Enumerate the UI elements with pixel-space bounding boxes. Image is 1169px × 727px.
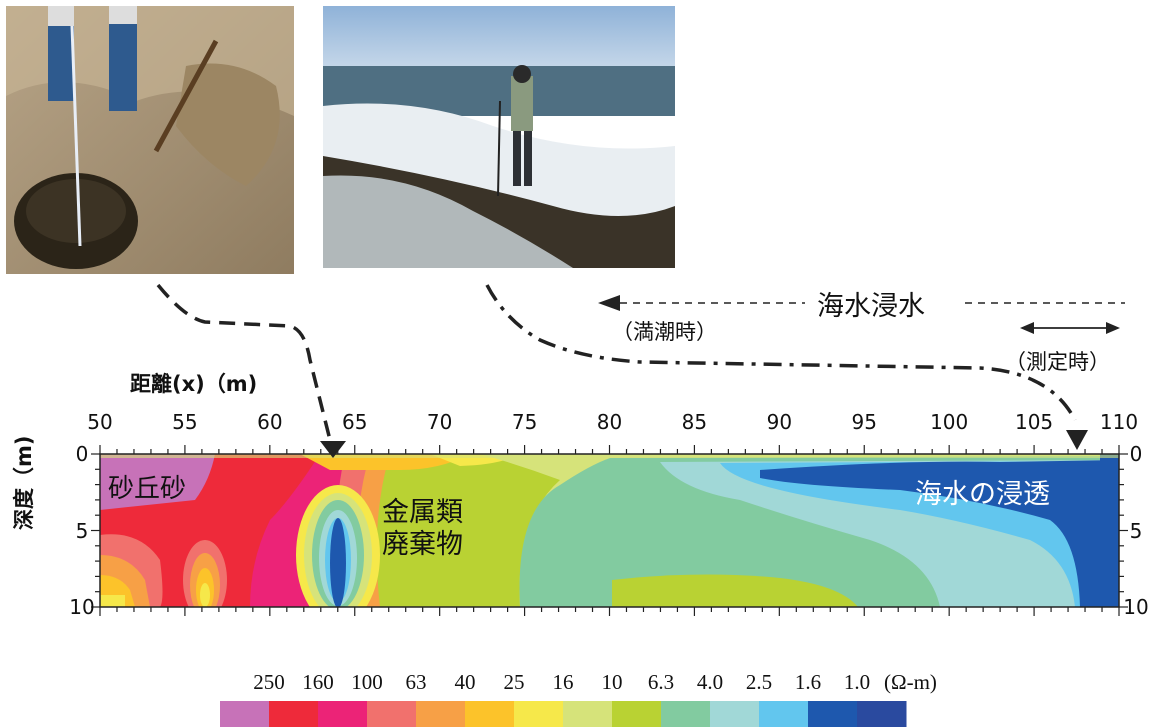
legend-swatch xyxy=(857,701,907,727)
dig-connector-line xyxy=(156,283,332,441)
y-tick-label-right: 10 xyxy=(1123,595,1149,619)
legend-color-bar xyxy=(220,701,907,727)
shoreline-arrowhead xyxy=(1066,430,1088,450)
legend-swatch xyxy=(269,701,319,727)
sand-pit-photo xyxy=(6,6,294,274)
x-axis-title: 距離(x)（m) xyxy=(130,372,258,396)
x-tick-label: 90 xyxy=(766,410,793,434)
metal-waste-label-line2: 廃棄物 xyxy=(382,529,463,560)
high-tide-label: （満潮時） xyxy=(612,320,717,344)
measurement-arrow-right xyxy=(1106,322,1120,334)
x-tick-label: 100 xyxy=(930,410,969,434)
legend-value-label: 250 xyxy=(253,670,285,694)
measurement-arrow-left xyxy=(1020,322,1034,334)
dig-arrowhead xyxy=(320,441,346,458)
resistivity-heatmap xyxy=(100,454,1119,607)
legend-value-label: 100 xyxy=(351,670,383,694)
x-tick-label: 50 xyxy=(87,410,113,434)
legend-value-label: 160 xyxy=(302,670,334,694)
x-tick-label: 105 xyxy=(1014,410,1054,434)
legend-value-label: 6.3 xyxy=(647,670,675,694)
x-tick-label: 80 xyxy=(596,410,623,434)
x-axis-ticks xyxy=(91,445,1128,616)
x-tick-label: 65 xyxy=(342,410,368,434)
legend-swatch xyxy=(465,701,515,727)
x-tick-label: 75 xyxy=(511,410,538,434)
legend-value-label: 1.6 xyxy=(794,670,822,694)
dune-sand-label: 砂丘砂 xyxy=(108,474,187,504)
legend-swatch xyxy=(661,701,711,727)
legend-swatch xyxy=(808,701,858,727)
seawater-infiltration-label: 海水の浸透 xyxy=(915,479,1050,510)
legend-swatch xyxy=(612,701,662,727)
seawater-photo xyxy=(323,6,675,268)
legend-swatch xyxy=(563,701,613,727)
legend-value-label: 16 xyxy=(552,670,574,694)
legend-swatch xyxy=(220,701,270,727)
x-tick-label: 55 xyxy=(172,410,198,434)
legend-value-label: 40 xyxy=(454,670,476,694)
legend-swatch xyxy=(710,701,760,727)
legend-swatch xyxy=(514,701,564,727)
legend-swatch xyxy=(759,701,809,727)
y-tick-label-right: 0 xyxy=(1129,442,1143,466)
legend-value-label: 25 xyxy=(503,670,525,694)
legend-unit-label: (Ω-m) xyxy=(884,670,937,694)
legend-swatch xyxy=(318,701,368,727)
y-tick-label-right: 5 xyxy=(1129,518,1143,543)
measurement-time-label: （測定時） xyxy=(1005,350,1110,374)
legend-value-label: 4.0 xyxy=(696,670,724,694)
legend-swatch xyxy=(416,701,466,727)
x-tick-label: 110 xyxy=(1099,410,1139,434)
legend-value-label: 2.5 xyxy=(745,670,773,694)
legend-value-label: 1.0 xyxy=(843,670,871,694)
high-tide-arrowhead xyxy=(598,295,620,311)
legend-value-label: 10 xyxy=(601,670,623,694)
y-tick-label-left: 0 xyxy=(75,442,89,466)
y-axis-title: 深度（m) xyxy=(12,435,36,530)
x-tick-label: 70 xyxy=(426,410,453,434)
x-tick-label: 60 xyxy=(257,410,283,434)
seawater-intrusion-label: 海水浸水 xyxy=(813,284,929,323)
legend-value-label: 63 xyxy=(405,670,427,694)
y-tick-label-left: 10 xyxy=(69,595,95,619)
legend-swatch xyxy=(367,701,417,727)
x-tick-label: 85 xyxy=(681,410,708,434)
metal-waste-label-line1: 金属類 xyxy=(382,497,463,528)
x-tick-label: 95 xyxy=(851,410,877,434)
y-tick-label-left: 5 xyxy=(75,518,89,543)
shoreline-connector-line xyxy=(485,284,1077,421)
